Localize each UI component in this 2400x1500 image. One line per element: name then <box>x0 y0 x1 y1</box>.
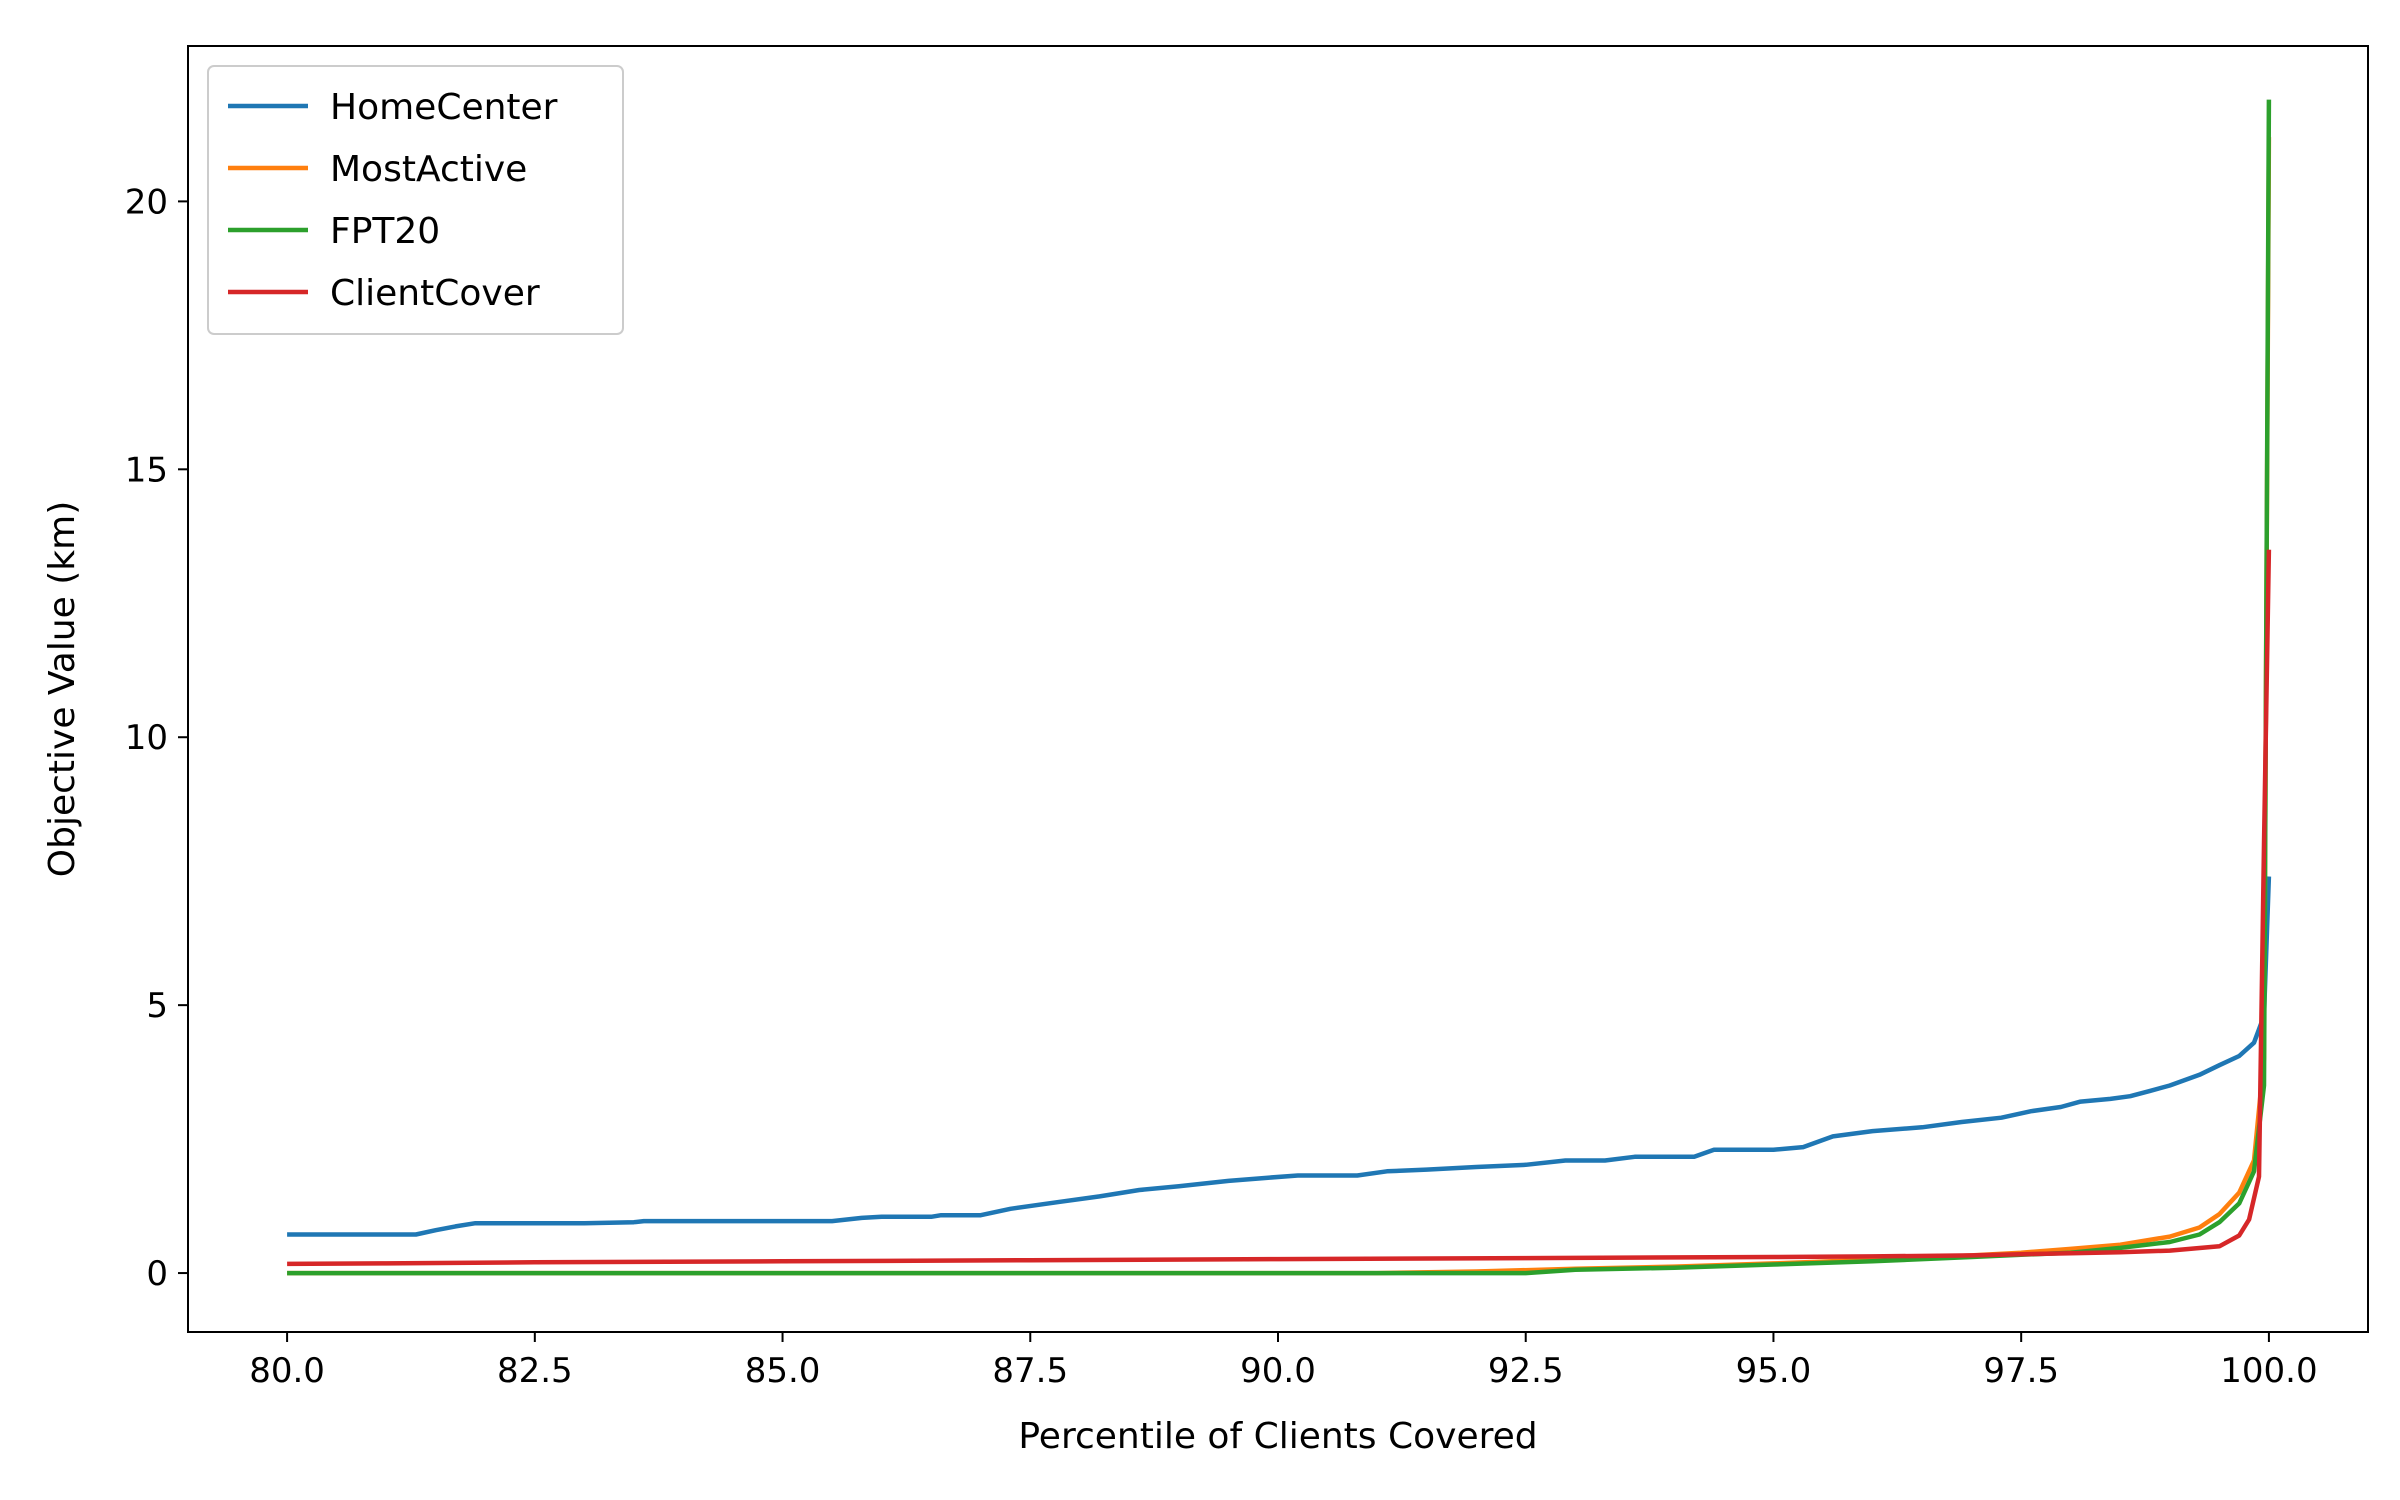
x-tick-label: 90.0 <box>1240 1351 1316 1391</box>
x-tick-label: 95.0 <box>1736 1351 1812 1391</box>
x-tick-label: 92.5 <box>1488 1351 1564 1391</box>
x-tick-label: 97.5 <box>1983 1351 2059 1391</box>
x-tick-label: 85.0 <box>745 1351 821 1391</box>
legend-box <box>207 65 624 335</box>
legend-label: HomeCenter <box>330 87 558 128</box>
series-line-homecenter <box>287 876 2272 1237</box>
x-tick-label: 100.0 <box>2220 1351 2317 1391</box>
legend: HomeCenter MostActive FPT20 ClientCover <box>207 65 624 335</box>
legend-label: MostActive <box>330 149 527 190</box>
legend-label: ClientCover <box>330 273 540 314</box>
x-tick-label: 80.0 <box>249 1351 325 1391</box>
x-axis-ticks: 80.0 82.5 85.0 87.5 90.0 92.5 95.0 97.5 100.0 <box>249 1332 2318 1391</box>
series-layer <box>287 99 2272 1276</box>
y-axis-ticks: 0 5 10 15 20 <box>125 182 188 1294</box>
legend-label: FPT20 <box>330 211 440 252</box>
y-tick-label: 0 <box>146 1254 168 1294</box>
series-line-clientcover <box>287 549 2272 1267</box>
x-axis-label: Percentile of Clients Covered <box>1018 1416 1537 1457</box>
y-tick-label: 5 <box>146 986 168 1026</box>
x-tick-label: 87.5 <box>992 1351 1068 1391</box>
y-axis-label: Objective Value (km) <box>42 501 83 877</box>
y-tick-label: 20 <box>125 182 168 222</box>
y-tick-label: 15 <box>125 450 168 490</box>
y-tick-label: 10 <box>125 718 168 758</box>
x-tick-label: 82.5 <box>497 1351 573 1391</box>
